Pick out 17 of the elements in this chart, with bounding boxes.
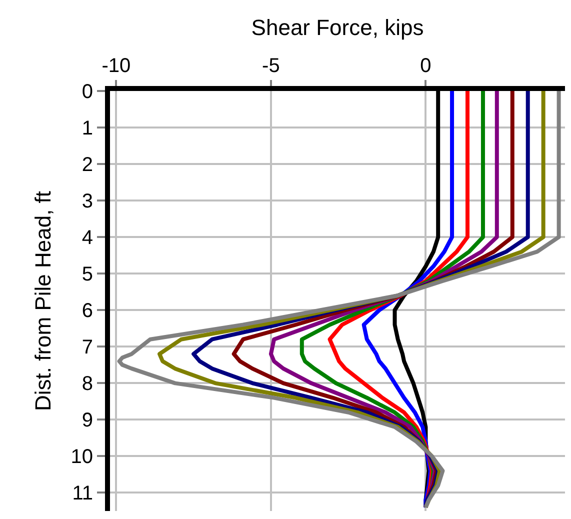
y-tick-label: 6 [82,300,93,322]
y-tick-label: 5 [82,264,93,286]
y-tick-label: 10 [70,446,93,468]
y-axis-title: Dist. from Pile Head, ft [30,190,56,412]
x-axis-title: Shear Force, kips [251,14,424,40]
y-tick-label: 2 [82,154,93,176]
y-tick-label: 8 [82,373,93,396]
y-tick-label: 11 [72,482,93,505]
x-tick-label: -10 [102,55,131,77]
y-tick-label: 1 [82,118,93,140]
x-tick-label: 0 [420,55,432,77]
y-tick-label: 0 [82,81,93,103]
y-tick-label: 3 [82,190,93,213]
y-tick-label: 4 [82,227,93,250]
x-tick-label: -5 [262,55,280,77]
y-tick-label: 7 [82,336,93,359]
y-tick-label: 9 [82,410,93,432]
